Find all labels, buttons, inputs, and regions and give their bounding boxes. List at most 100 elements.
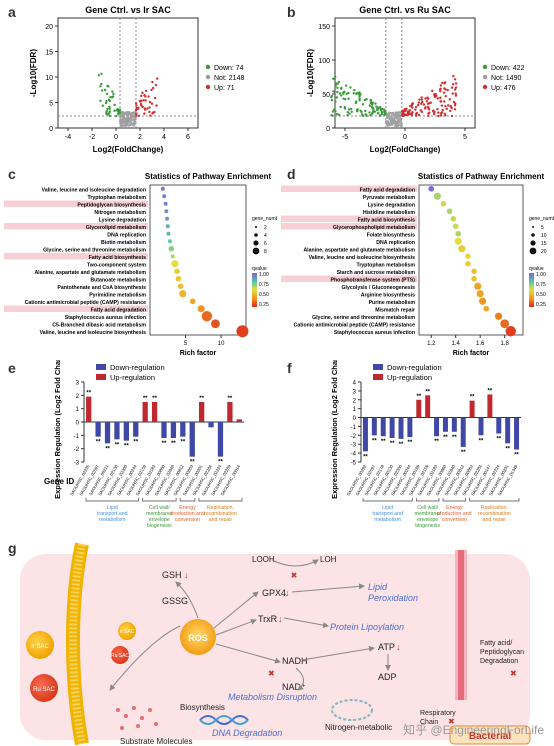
enrich-point — [175, 275, 182, 282]
point-down — [342, 91, 345, 94]
point-down — [99, 85, 102, 88]
y-tick-label: 150 — [318, 24, 330, 31]
legend-color-label: 0.25 — [536, 302, 546, 308]
significance-label: ** — [443, 435, 448, 441]
significance-label: ** — [470, 395, 475, 401]
point-up — [450, 114, 454, 118]
fatty-acid-line3: Degradation — [480, 658, 518, 665]
point-up — [454, 86, 458, 89]
point-down — [375, 105, 378, 108]
group-bracket — [362, 498, 413, 502]
point-up — [400, 110, 404, 113]
point-down — [334, 84, 337, 87]
group-label-line: and repair — [209, 517, 233, 523]
point-down — [378, 114, 382, 117]
legend-swatch-down — [373, 364, 383, 370]
point-up — [143, 112, 146, 115]
point-down — [361, 114, 364, 117]
point-up — [447, 104, 450, 107]
point-up — [146, 107, 149, 110]
panel-letter-g: g — [8, 540, 17, 556]
x-tick-label: 1.6 — [476, 341, 485, 347]
legend-size-dot — [531, 233, 535, 237]
bacterial-box — [449, 725, 531, 745]
group-label-line: Lipid — [107, 505, 118, 511]
x-tick-label: 5 — [463, 134, 467, 141]
point-up — [443, 100, 446, 103]
point-not — [386, 124, 389, 127]
bar — [199, 402, 205, 422]
point-down — [336, 86, 339, 90]
bar — [434, 417, 440, 437]
point-up — [426, 97, 430, 100]
point-down — [332, 108, 336, 111]
bar — [86, 396, 92, 422]
pathway-label: Glycerophospholipid metabolism — [333, 225, 416, 231]
group-bracket — [142, 498, 177, 502]
bar — [460, 417, 466, 447]
legend-color-label: 1.00 — [259, 272, 269, 278]
point-down — [370, 112, 374, 115]
resp-chain-line1: Respiratory — [420, 710, 456, 717]
point-down — [368, 111, 371, 114]
y-axis-label: -Log10(FDR) — [306, 49, 315, 97]
point-up — [432, 112, 436, 116]
trxr-down-arrow: ↓ — [278, 614, 283, 624]
group-bracket — [179, 498, 196, 502]
group-label-line: envelope — [149, 517, 170, 523]
pathway-label: Lysine degradation — [99, 217, 146, 223]
pathway-label: Tryptophan metabolism — [356, 262, 415, 268]
gpx4-down-arrow: ↓ — [285, 588, 290, 598]
ru-sac-label-1: Ru SAC — [33, 687, 55, 693]
y-tick-label: 100 — [318, 58, 330, 65]
ru-sac-particle — [30, 674, 58, 702]
enrich-point — [162, 194, 167, 199]
bar — [362, 417, 368, 452]
point-down — [335, 96, 339, 99]
watermark: 知乎 @EngineeringForLife — [403, 723, 544, 737]
bar — [217, 422, 224, 457]
point-down — [100, 82, 103, 86]
gpx4-label: GPX4 — [262, 588, 286, 598]
point-up — [414, 105, 418, 109]
enrich-point — [201, 311, 213, 322]
x-axis-label: Rich factor — [453, 350, 490, 357]
point-up — [437, 114, 440, 118]
legend-size-dot — [252, 247, 260, 255]
point-up — [140, 104, 143, 107]
point-up — [417, 113, 421, 117]
x-axis-label: Log2(FoldChange) — [93, 145, 164, 154]
legend-size-label: 20 — [541, 249, 547, 255]
point-down — [355, 92, 358, 96]
point-down — [370, 105, 374, 109]
point-up — [140, 94, 143, 98]
enrich-point — [471, 275, 477, 282]
point-up — [439, 100, 443, 103]
y-tick-label: -5 — [351, 461, 357, 467]
pathway-label: Pantothenate and CoA biosynthesis — [57, 285, 146, 291]
point-up — [453, 78, 457, 81]
volcano-plot-a: Gene Ctrl. vs Ir SAC 0 5 10 15 20 -4 -2 0 2 4 6 Log2… — [29, 5, 244, 154]
point-up — [435, 94, 438, 98]
legend-dot — [482, 84, 488, 90]
point-up — [444, 104, 447, 108]
point-down — [346, 114, 349, 117]
pathway-label: Staphylococcus aureus infection — [65, 315, 146, 321]
point-not — [394, 124, 397, 128]
group-bracket — [415, 498, 440, 502]
volcano-title: Gene Ctrl. vs Ru SAC — [359, 5, 451, 15]
group-label-line: transport and — [97, 511, 128, 517]
point-down — [364, 109, 367, 113]
point-down — [344, 84, 348, 87]
point-down — [330, 94, 334, 98]
point-up — [148, 100, 152, 104]
point-not — [123, 116, 126, 120]
bar — [142, 402, 148, 422]
point-down — [347, 91, 350, 95]
point-not — [128, 119, 131, 122]
looh-label: LOOH — [252, 555, 275, 564]
point-up — [135, 112, 138, 115]
enrich-frame — [149, 184, 247, 336]
point-down — [117, 112, 120, 115]
y-tick-label: -2 — [74, 447, 80, 453]
